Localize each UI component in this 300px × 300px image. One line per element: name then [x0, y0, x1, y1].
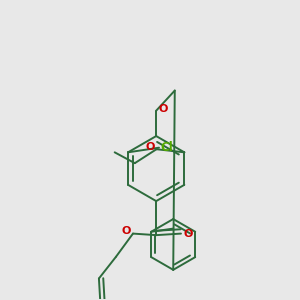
Text: O: O: [159, 104, 168, 114]
Text: O: O: [121, 226, 130, 236]
Text: O: O: [183, 229, 193, 238]
Text: Cl: Cl: [161, 141, 174, 154]
Text: O: O: [145, 142, 154, 152]
